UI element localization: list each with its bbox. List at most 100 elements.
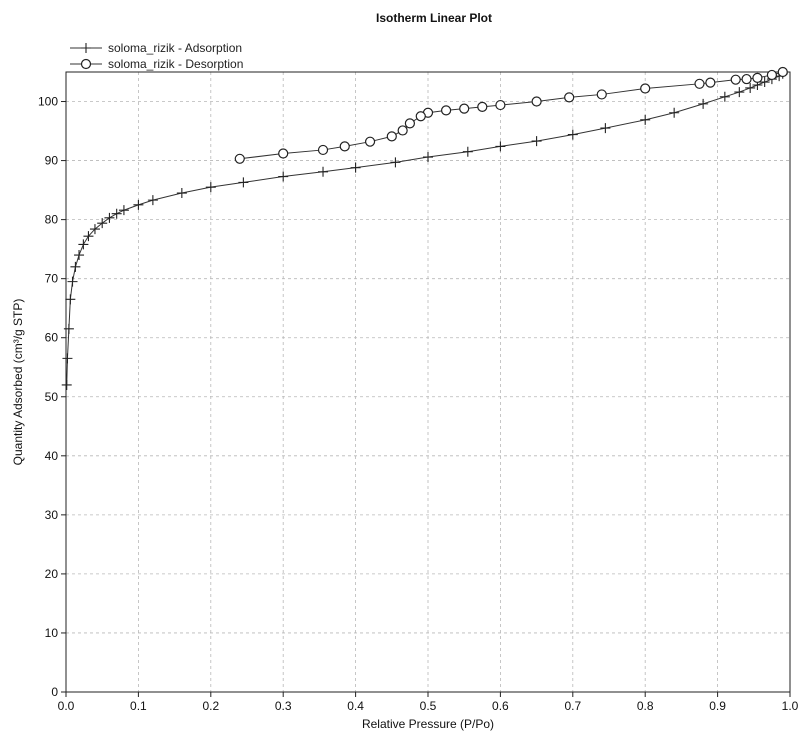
data-point-desorption [397, 125, 408, 136]
y-tick-label: 40 [45, 449, 59, 463]
data-point-adsorption [89, 224, 100, 235]
x-tick-label: 0.2 [202, 699, 219, 713]
data-point-adsorption [734, 87, 745, 98]
data-point-desorption [694, 78, 705, 89]
y-tick-label: 50 [45, 390, 59, 404]
legend-label-adsorption: soloma_rizik - Adsorption [108, 41, 242, 55]
data-point-adsorption [205, 182, 216, 193]
data-point-adsorption [745, 82, 756, 93]
x-tick-label: 0.3 [275, 699, 292, 713]
data-point-adsorption [350, 162, 361, 173]
y-tick-label: 10 [45, 626, 59, 640]
data-point-adsorption [133, 199, 144, 210]
data-point-adsorption [698, 98, 709, 109]
legend-label-desorption: soloma_rizik - Desorption [108, 57, 243, 71]
x-tick-label: 0.6 [492, 699, 509, 713]
data-point-desorption [640, 83, 651, 94]
data-point-adsorption [118, 205, 129, 216]
data-point-desorption [278, 148, 289, 159]
series-desorption [234, 66, 788, 164]
x-tick-label: 0.8 [637, 699, 654, 713]
data-point-desorption [234, 153, 245, 164]
data-point-adsorption [495, 141, 506, 152]
y-tick-label: 90 [45, 154, 59, 168]
y-axis-label: Quantity Adsorbed (cm³/g STP) [11, 299, 25, 466]
data-point-adsorption [62, 353, 73, 364]
data-point-desorption [752, 72, 763, 84]
x-tick-label: 0.1 [130, 699, 147, 713]
data-point-adsorption [640, 114, 651, 125]
grid [66, 72, 790, 692]
data-point-desorption [705, 77, 716, 88]
legend-marker-desorption [80, 58, 92, 70]
series-layer [61, 66, 788, 390]
legend-item-desorption: soloma_rizik - Desorption [70, 57, 243, 71]
y-tick-label: 100 [38, 95, 58, 109]
y-axis: 0 10 20 30 40 50 60 70 80 90 100 [38, 95, 66, 699]
y-tick-label: 0 [51, 685, 58, 699]
data-point-adsorption [390, 157, 401, 168]
data-point-adsorption [531, 136, 542, 147]
data-point-adsorption [78, 239, 89, 250]
data-point-adsorption [63, 323, 74, 334]
data-point-adsorption [600, 123, 611, 134]
data-point-adsorption [462, 146, 473, 157]
data-point-adsorption [669, 107, 680, 118]
data-point-desorption [531, 96, 542, 107]
x-tick-label: 1.0 [782, 699, 799, 713]
data-point-desorption [741, 73, 752, 85]
data-point-adsorption [70, 261, 81, 272]
data-point-desorption [364, 136, 376, 147]
x-tick-label: 0.0 [58, 699, 75, 713]
data-point-adsorption [147, 195, 158, 206]
data-point-desorption [317, 144, 329, 156]
data-point-adsorption [83, 231, 94, 242]
x-tick-label: 0.5 [420, 699, 437, 713]
data-point-adsorption [74, 250, 85, 261]
x-axis-label: Relative Pressure (P/Po) [362, 717, 494, 731]
data-point-adsorption [278, 171, 289, 182]
data-point-adsorption [104, 212, 115, 223]
x-tick-label: 0.4 [347, 699, 364, 713]
data-point-adsorption [238, 177, 249, 188]
x-tick-label: 0.9 [709, 699, 726, 713]
data-point-adsorption [111, 208, 122, 219]
data-point-desorption [339, 141, 350, 152]
data-point-adsorption [65, 294, 76, 305]
data-point-adsorption [567, 129, 578, 140]
y-tick-label: 30 [45, 508, 59, 522]
data-point-adsorption [719, 91, 730, 102]
data-point-desorption [766, 69, 778, 81]
data-point-desorption [730, 74, 741, 85]
x-axis: 0.0 0.1 0.2 0.3 0.4 0.5 0.6 0.7 0.8 0.9 1.0 [58, 692, 799, 713]
y-tick-label: 60 [45, 331, 59, 345]
data-point-adsorption [67, 276, 78, 287]
chart-title: Isotherm Linear Plot [376, 11, 492, 25]
data-point-adsorption [318, 166, 329, 177]
data-point-desorption [415, 111, 426, 122]
x-tick-label: 0.7 [564, 699, 581, 713]
data-point-adsorption [61, 379, 72, 390]
y-tick-label: 20 [45, 567, 59, 581]
data-point-desorption [495, 99, 506, 111]
data-point-desorption [459, 103, 470, 114]
data-point-desorption [477, 101, 488, 112]
series-adsorption [61, 68, 788, 390]
data-point-desorption [386, 131, 397, 142]
data-point-adsorption [423, 152, 433, 163]
data-point-desorption [404, 118, 415, 129]
data-point-adsorption [176, 188, 187, 199]
data-point-desorption [596, 89, 607, 100]
legend-marker-adsorption [81, 43, 91, 53]
data-point-desorption [564, 92, 575, 103]
data-point-desorption [441, 105, 452, 116]
series-line-adsorption [66, 73, 784, 385]
y-tick-label: 70 [45, 272, 59, 286]
y-tick-label: 80 [45, 213, 59, 227]
data-point-adsorption [759, 77, 770, 88]
data-point-adsorption [97, 218, 108, 229]
legend: soloma_rizik - Adsorption soloma_rizik -… [70, 41, 243, 71]
legend-item-adsorption: soloma_rizik - Adsorption [70, 41, 242, 55]
data-point-desorption [777, 66, 788, 78]
